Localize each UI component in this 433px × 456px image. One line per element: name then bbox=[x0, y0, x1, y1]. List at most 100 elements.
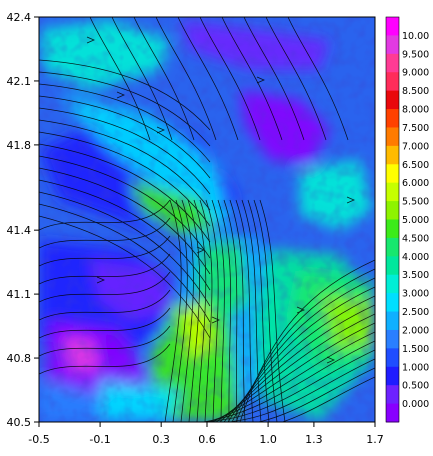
streamline-arrowhead bbox=[96, 276, 105, 284]
streamline bbox=[239, 259, 375, 422]
x-tick-label: -0.5 bbox=[28, 433, 49, 446]
colorbar-label: 2.000 bbox=[402, 325, 429, 336]
colorbar-swatch bbox=[386, 90, 399, 110]
streamline bbox=[39, 217, 171, 249]
y-tick-label: 40.5 bbox=[7, 416, 32, 429]
plot-area bbox=[39, 17, 375, 422]
streamline bbox=[192, 367, 375, 422]
colorbar-label: 1.500 bbox=[402, 344, 429, 355]
streamline bbox=[39, 343, 171, 375]
streamline bbox=[39, 203, 211, 323]
streamline-arrowhead bbox=[156, 126, 165, 134]
streamline-arrowhead bbox=[196, 246, 205, 254]
y-tick-label: 42.4 bbox=[7, 11, 32, 24]
streamline bbox=[203, 340, 375, 422]
streamline bbox=[39, 155, 211, 259]
colorbar-label: 4.000 bbox=[402, 252, 429, 263]
colorbar-swatch bbox=[386, 274, 399, 294]
streamline bbox=[39, 325, 171, 357]
streamline bbox=[133, 17, 195, 141]
streamline bbox=[229, 199, 246, 422]
streamline bbox=[39, 83, 211, 163]
x-tick-label: -0.1 bbox=[89, 433, 110, 446]
streamline bbox=[207, 331, 375, 422]
streamline bbox=[39, 289, 171, 321]
streamline bbox=[172, 199, 188, 422]
streamline bbox=[111, 17, 173, 141]
colorbar-label: 7.000 bbox=[402, 141, 429, 152]
streamline bbox=[221, 17, 283, 141]
colorbar-label: 7.500 bbox=[402, 123, 429, 134]
colorbar-label: 3.500 bbox=[402, 270, 429, 281]
streamline bbox=[39, 253, 171, 285]
streamline bbox=[89, 17, 151, 141]
streamline bbox=[235, 199, 254, 422]
colorbar-label: 0.500 bbox=[402, 381, 429, 392]
streamline bbox=[219, 304, 375, 422]
streamline bbox=[39, 167, 211, 275]
streamline-arrowhead bbox=[116, 91, 125, 99]
streamline bbox=[39, 307, 171, 339]
streamline bbox=[247, 199, 270, 422]
streamline bbox=[180, 199, 194, 422]
streamline bbox=[211, 199, 225, 422]
colorbar-swatch bbox=[386, 35, 399, 55]
x-tick-label: 1.7 bbox=[366, 433, 384, 446]
colorbar-label: 1.000 bbox=[402, 362, 429, 373]
streamline bbox=[187, 199, 200, 422]
streamline bbox=[211, 322, 375, 422]
colorbar-frame bbox=[385, 16, 400, 423]
colorbar-swatch bbox=[386, 145, 399, 165]
streamline-arrowhead bbox=[211, 316, 220, 324]
streamline-arrowhead bbox=[296, 306, 305, 314]
colorbar-label: 4.500 bbox=[402, 233, 429, 244]
streamline bbox=[199, 349, 375, 422]
x-tick-label: 1.0 bbox=[259, 433, 277, 446]
streamline bbox=[39, 131, 211, 227]
streamline bbox=[196, 358, 375, 422]
streamline bbox=[39, 95, 211, 179]
streamline bbox=[39, 71, 211, 147]
colorbar-label: 5.500 bbox=[402, 197, 429, 208]
streamline bbox=[39, 179, 211, 291]
y-tick-label: 40.8 bbox=[7, 352, 32, 365]
colorbar-swatch bbox=[386, 53, 399, 73]
colorbar-swatch bbox=[386, 72, 399, 92]
streamline bbox=[243, 17, 305, 141]
streamline bbox=[215, 313, 375, 422]
x-tick-label: 1.3 bbox=[305, 433, 323, 446]
colorbar-swatch bbox=[386, 109, 399, 128]
colorbar-label: 0.000 bbox=[402, 399, 429, 410]
y-tick-label: 42.1 bbox=[7, 75, 32, 88]
colorbar-label: 8.000 bbox=[402, 105, 429, 116]
colorbar-swatch bbox=[386, 329, 399, 349]
streamline-arrowhead bbox=[86, 36, 95, 44]
streamline bbox=[39, 235, 171, 267]
streamline-arrowhead bbox=[326, 356, 335, 364]
streamline bbox=[39, 271, 171, 303]
colorbar-swatch bbox=[386, 219, 399, 239]
x-axis: -0.5 -0.1 0.3 0.6 1.0 1.3 1.7 bbox=[28, 422, 384, 446]
streamline bbox=[39, 191, 211, 307]
x-tick-label: 0.3 bbox=[152, 433, 170, 446]
colorbar-swatch bbox=[386, 293, 399, 313]
streamline bbox=[287, 17, 349, 141]
streamline bbox=[39, 119, 211, 211]
streamline bbox=[265, 17, 327, 141]
colorbar-swatch bbox=[386, 201, 399, 220]
colorbar-swatch bbox=[386, 127, 399, 147]
streamline bbox=[155, 17, 217, 141]
streamline bbox=[223, 199, 238, 422]
streamline bbox=[199, 17, 261, 141]
streamline bbox=[241, 199, 262, 422]
streamline-arrowhead bbox=[346, 196, 355, 204]
y-tick-label: 41.4 bbox=[7, 224, 32, 237]
y-tick-label: 41.1 bbox=[7, 288, 32, 301]
colorbar-swatch bbox=[386, 17, 399, 36]
colorbar-label: 6.000 bbox=[402, 178, 429, 189]
colorbar-swatch bbox=[386, 311, 399, 331]
streamline bbox=[39, 107, 211, 195]
colorbar-swatch bbox=[386, 182, 399, 202]
colorbar-swatch bbox=[386, 348, 399, 368]
